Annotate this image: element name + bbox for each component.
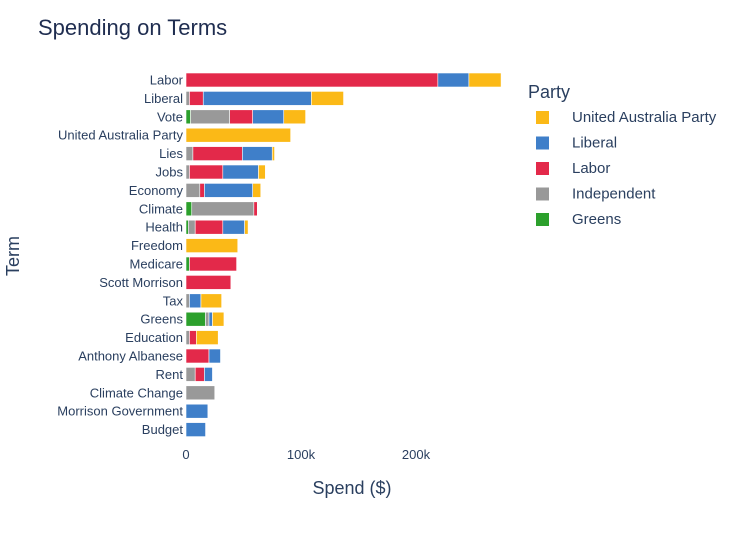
bar-education-united-australia-party	[196, 330, 219, 345]
y-tick-label-lies: Lies	[159, 146, 183, 161]
bar-lies-independent	[185, 146, 194, 161]
bar-liberal-labor	[189, 91, 204, 106]
bar-tax-liberal	[189, 293, 202, 309]
y-tick-label-morrison-government: Morrison Government	[57, 404, 183, 419]
bar-united-australia-party-united-australia-party	[185, 127, 291, 143]
legend-title: Party	[528, 82, 570, 102]
y-tick-label-tax: Tax	[163, 293, 184, 308]
bar-economy-liberal	[204, 183, 253, 198]
bar-health-united-australia-party	[244, 219, 249, 235]
bar-tax-united-australia-party	[200, 293, 222, 309]
x-tick-label-200k: 200k	[402, 447, 431, 462]
bar-health-liberal	[222, 219, 245, 235]
legend-label-greens: Greens	[572, 211, 621, 228]
legend: Party United Australia Party Liberal Labor…	[528, 82, 717, 228]
legend-label-liberal: Liberal	[572, 135, 617, 152]
bar-liberal-united-australia-party	[311, 91, 344, 106]
bar-health-independent	[188, 219, 196, 235]
bar-jobs-united-australia-party	[258, 164, 266, 180]
y-tick-label-climate: Climate	[139, 201, 183, 216]
bar-jobs-independent	[185, 164, 190, 180]
legend-swatch-greens	[536, 213, 549, 226]
y-tick-labels: Labor Liberal Vote United Australia Party Li…	[57, 73, 183, 438]
y-tick-label-liberal: Liberal	[144, 91, 183, 106]
bar-rent-labor	[194, 367, 205, 382]
bars-layer	[185, 72, 502, 437]
legend-label-independent: Independent	[572, 186, 656, 203]
bar-economy-independent	[185, 183, 201, 198]
legend-swatch-labor	[536, 162, 549, 175]
y-tick-label-united-australia-party: United Australia Party	[58, 128, 184, 143]
bar-vote-liberal	[252, 109, 285, 125]
y-tick-label-anthony-albanese: Anthony Albanese	[78, 349, 183, 364]
bar-education-labor	[189, 330, 197, 345]
bar-vote-united-australia-party	[283, 109, 306, 125]
bar-climate-labor	[253, 201, 258, 217]
bar-rent-independent	[185, 367, 196, 382]
bar-lies-liberal	[242, 146, 273, 161]
bar-labor-labor	[185, 72, 439, 88]
y-axis-title: Term	[3, 236, 23, 276]
x-axis-title: Spend ($)	[312, 478, 391, 498]
y-tick-label-climate-change: Climate Change	[90, 385, 183, 400]
y-tick-label-education: Education	[125, 330, 183, 345]
bar-greens-united-australia-party	[212, 311, 225, 327]
bar-rent-liberal	[204, 367, 213, 382]
legend-label-united-australia-party: United Australia Party	[572, 109, 717, 126]
y-tick-label-scott-morrison: Scott Morrison	[99, 275, 183, 290]
x-tick-label-100k: 100k	[287, 447, 316, 462]
x-tick-label-0: 0	[182, 447, 189, 462]
bar-medicare-greens	[185, 256, 190, 272]
y-tick-label-medicare: Medicare	[130, 257, 183, 272]
y-tick-label-freedom: Freedom	[131, 238, 183, 253]
bar-jobs-labor	[189, 164, 224, 180]
bar-scott-morrison-labor	[185, 275, 232, 290]
x-tick-labels: 0 100k 200k	[182, 447, 430, 462]
y-tick-label-vote: Vote	[157, 109, 183, 124]
legend-swatch-united-australia-party	[536, 111, 549, 124]
bar-greens-independent	[205, 311, 210, 327]
bar-vote-greens	[185, 109, 191, 125]
bar-vote-labor	[229, 109, 253, 125]
bar-medicare-labor	[189, 256, 237, 272]
legend-swatch-independent	[536, 187, 549, 201]
bar-health-greens	[185, 219, 189, 235]
bar-economy-labor	[199, 183, 205, 198]
bar-lies-united-australia-party	[271, 146, 275, 161]
bar-climate-change-independent	[185, 385, 216, 401]
bar-tax-independent	[185, 293, 190, 309]
y-tick-label-health: Health	[145, 220, 183, 235]
y-tick-label-greens: Greens	[140, 312, 183, 327]
bar-liberal-independent	[185, 91, 190, 106]
chart-title: Spending on Terms	[38, 15, 227, 40]
bar-jobs-liberal	[222, 164, 259, 180]
y-tick-label-jobs: Jobs	[156, 165, 184, 180]
bar-morrison-government-liberal	[185, 403, 209, 419]
bar-greens-liberal	[208, 311, 213, 327]
bar-greens-greens	[185, 311, 206, 327]
bar-budget-liberal	[185, 422, 206, 437]
bar-climate-independent	[191, 201, 255, 217]
bar-climate-greens	[185, 201, 193, 217]
y-tick-label-labor: Labor	[150, 73, 184, 88]
y-tick-label-economy: Economy	[129, 183, 184, 198]
bar-freedom-united-australia-party	[185, 238, 239, 253]
y-tick-label-budget: Budget	[142, 422, 184, 437]
bar-anthony-albanese-liberal	[208, 348, 221, 364]
bar-health-labor	[194, 219, 224, 235]
legend-swatch-liberal	[536, 136, 549, 150]
legend-label-labor: Labor	[572, 160, 610, 177]
bar-liberal-liberal	[202, 91, 312, 106]
bar-labor-liberal	[437, 72, 470, 88]
bar-lies-labor	[192, 146, 243, 161]
y-tick-label-rent: Rent	[156, 367, 184, 382]
bar-economy-united-australia-party	[252, 183, 262, 198]
bar-labor-united-australia-party	[468, 72, 502, 88]
bar-vote-independent	[190, 109, 231, 125]
bar-education-independent	[185, 330, 190, 345]
bar-anthony-albanese-labor	[185, 348, 210, 364]
